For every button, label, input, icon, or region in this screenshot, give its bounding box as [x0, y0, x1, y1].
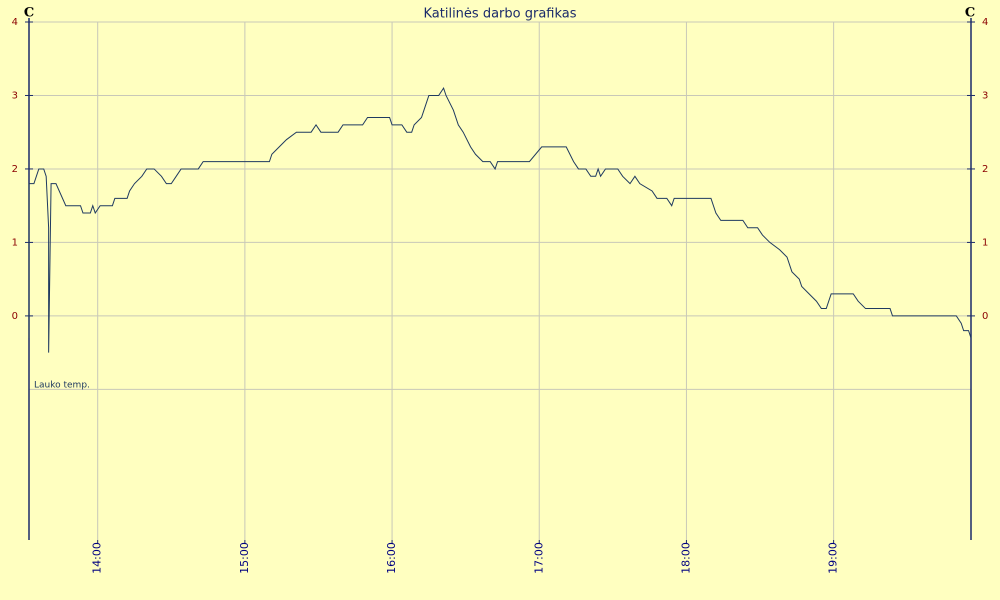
y-unit-left: C [24, 6, 34, 21]
x-tick-label: 19:00 [827, 542, 840, 574]
y-tick-label: 1 [12, 237, 18, 248]
y-tick-label: 3 [12, 90, 18, 101]
x-tick-label: 16:00 [385, 542, 398, 574]
y-tick-label: 4 [982, 17, 988, 28]
y-tick-label: 3 [982, 90, 988, 101]
x-tick-label: 14:00 [91, 542, 104, 574]
y-tick-label: 1 [982, 237, 988, 248]
x-tick-label: 17:00 [532, 542, 545, 574]
x-tick-label: 15:00 [238, 542, 251, 574]
y-tick-label: 2 [982, 164, 988, 175]
y-tick-label: 0 [982, 311, 988, 322]
legend-label: Lauko temp. [34, 381, 90, 391]
series-line [28, 87, 972, 353]
chart-title: Katilinės darbo grafikas [423, 7, 576, 22]
y-tick-label: 0 [12, 311, 18, 322]
y-tick-label: 2 [12, 164, 18, 175]
x-tick-label: 18:00 [679, 542, 692, 574]
y-unit-right: C [965, 6, 975, 21]
y-tick-label: 4 [12, 17, 18, 28]
